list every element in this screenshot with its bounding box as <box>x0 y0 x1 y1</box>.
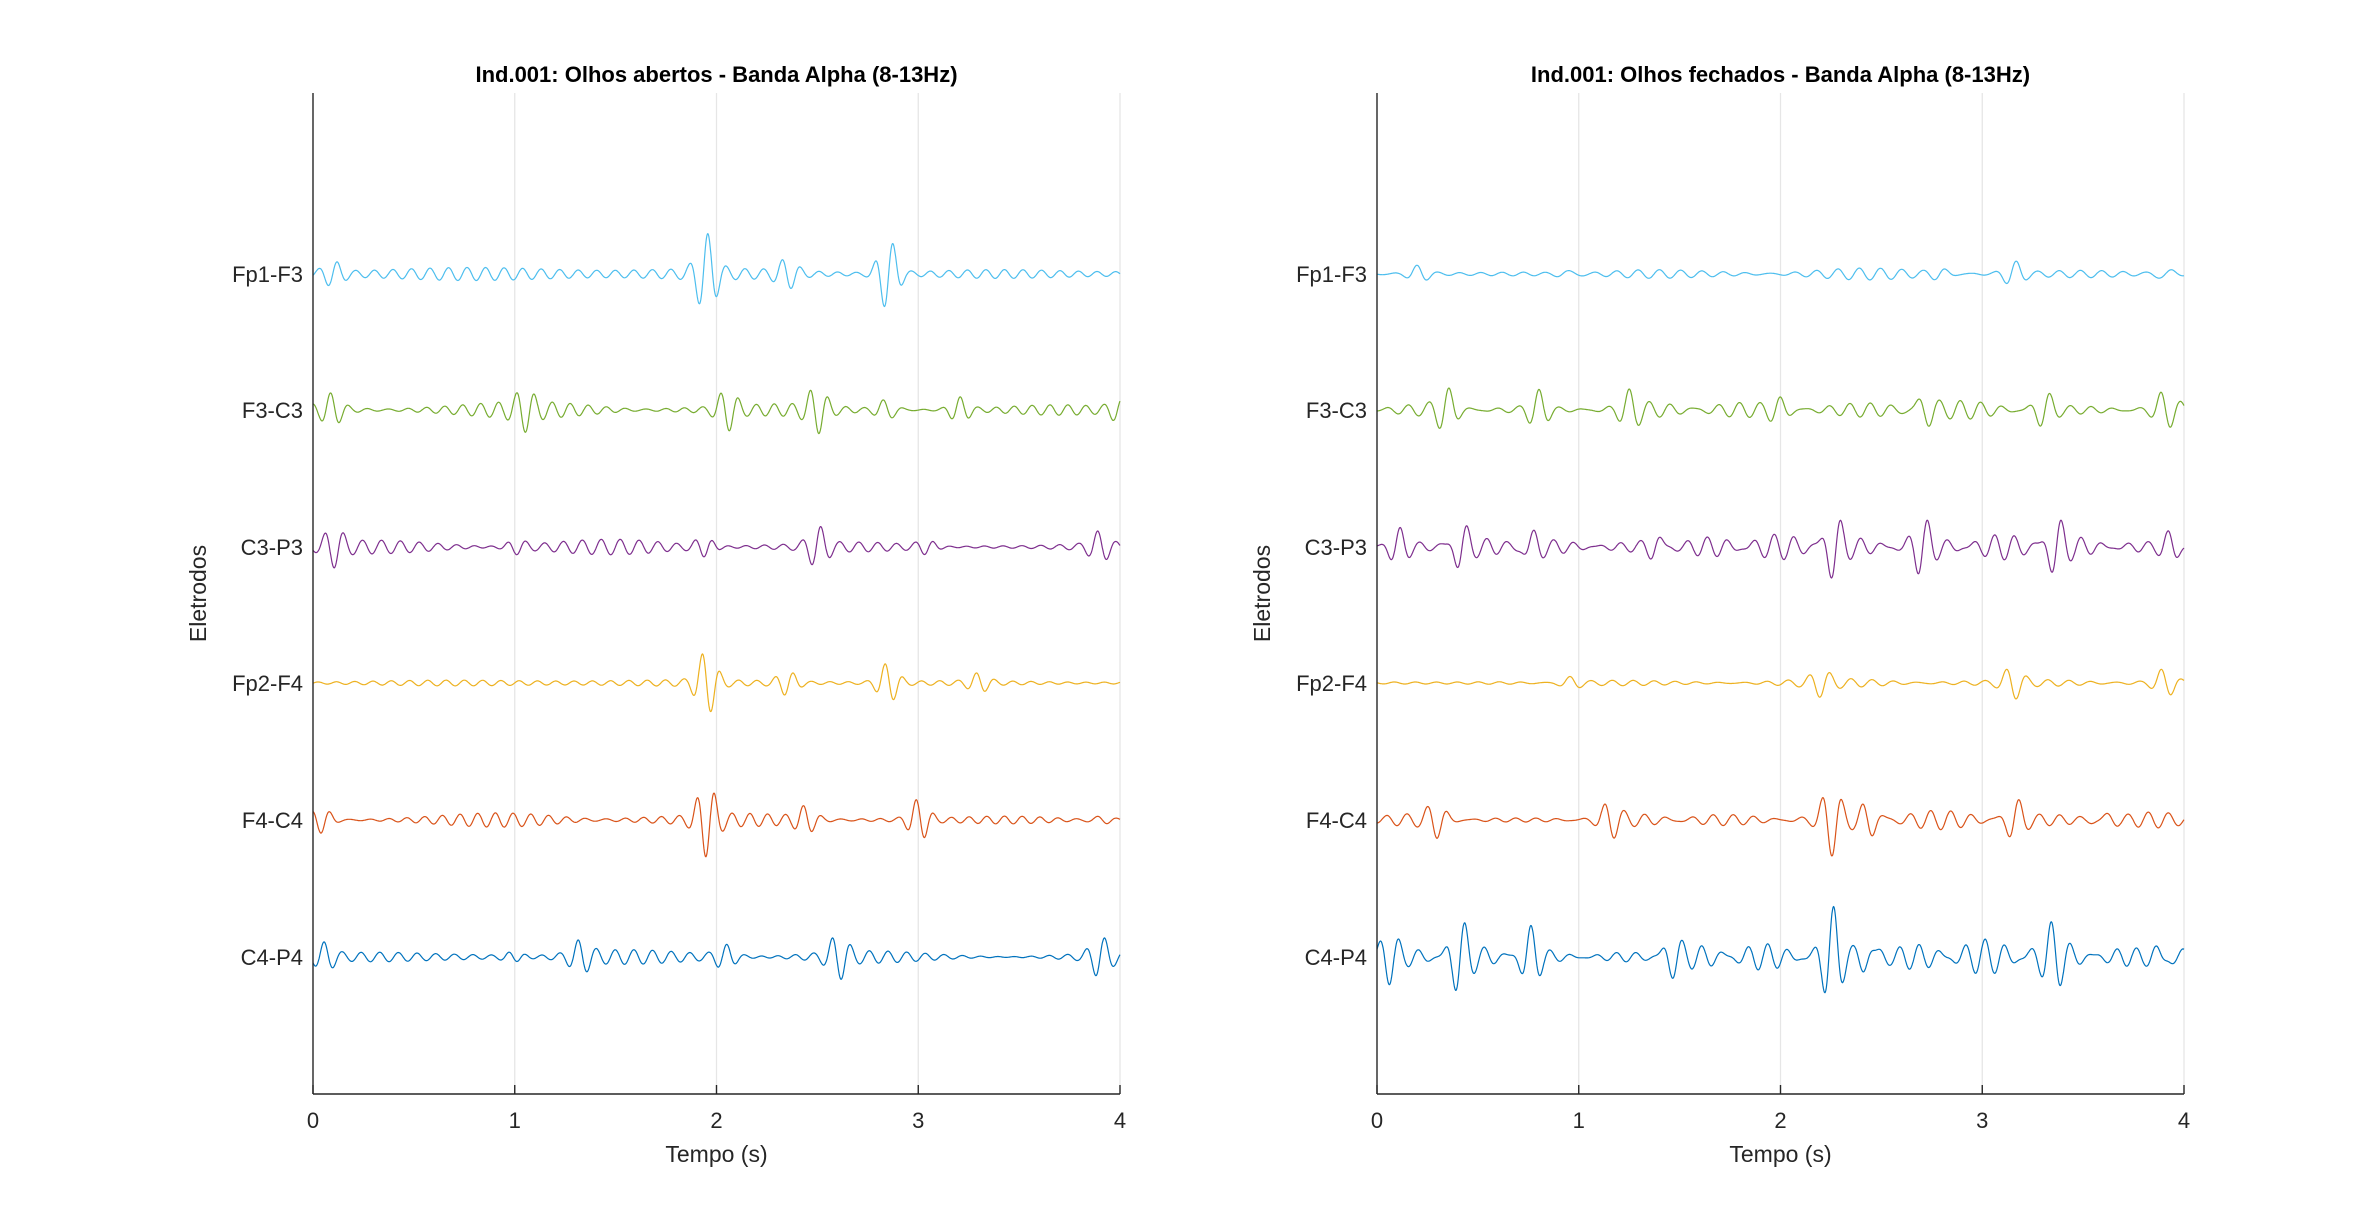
traces <box>312 233 1121 980</box>
y-tick-label: C4-P4 <box>241 945 303 970</box>
trace-fp2-f4 <box>1376 668 2185 700</box>
y-tick-label: C4-P4 <box>1305 945 1367 970</box>
trace-fp1-f3 <box>312 233 1121 308</box>
x-ticks: 0 1 2 3 4 <box>307 1085 1126 1133</box>
x-tick-label: 2 <box>1774 1108 1786 1133</box>
panel-eyes-closed: 0 1 2 3 4 Fp1-F3 F3-C3 C3-P3 Fp2-F4 F4-C4 C4-P4 I… <box>1249 62 2190 1167</box>
x-tick-label: 0 <box>307 1108 319 1133</box>
x-axis-label: Tempo (s) <box>1729 1141 1831 1167</box>
y-tick-label: Fp2-F4 <box>1296 671 1367 696</box>
y-tick-labels: Fp1-F3 F3-C3 C3-P3 Fp2-F4 F4-C4 C4-P4 <box>1296 262 1367 970</box>
y-axis-label: Eletrodos <box>185 545 211 642</box>
x-tick-label: 1 <box>509 1108 521 1133</box>
x-tick-label: 2 <box>710 1108 722 1133</box>
trace-fp1-f3 <box>1376 260 2185 285</box>
y-tick-label: F3-C3 <box>242 398 303 423</box>
y-tick-label: F4-C4 <box>1306 808 1367 833</box>
y-axis-label: Eletrodos <box>1249 545 1275 642</box>
trace-c4-p4 <box>1376 905 2185 994</box>
panel-eyes-open: 0 1 2 3 4 Fp1-F3 F3-C3 C3-P3 Fp2-F4 F4-C4 C4-P4 I… <box>185 62 1126 1167</box>
x-tick-label: 0 <box>1371 1108 1383 1133</box>
traces <box>1376 260 2185 994</box>
y-tick-label: F4-C4 <box>242 808 303 833</box>
x-tick-label: 4 <box>1114 1108 1126 1133</box>
trace-f4-c4 <box>1376 796 2185 857</box>
y-tick-label: Fp1-F3 <box>1296 262 1367 287</box>
trace-c3-p3 <box>312 525 1121 569</box>
trace-f4-c4 <box>312 792 1121 858</box>
x-axis-label: Tempo (s) <box>665 1141 767 1167</box>
x-grid <box>1578 93 2185 1094</box>
x-grid <box>514 93 1121 1094</box>
y-tick-label: Fp1-F3 <box>232 262 303 287</box>
y-tick-labels: Fp1-F3 F3-C3 C3-P3 Fp2-F4 F4-C4 C4-P4 <box>232 262 303 970</box>
x-tick-label: 3 <box>912 1108 924 1133</box>
trace-f3-c3 <box>312 389 1121 435</box>
x-tick-label: 1 <box>1573 1108 1585 1133</box>
trace-c4-p4 <box>312 937 1121 980</box>
x-tick-label: 3 <box>1976 1108 1988 1133</box>
y-tick-label: C3-P3 <box>1305 535 1367 560</box>
trace-fp2-f4 <box>312 653 1121 713</box>
trace-f3-c3 <box>1376 387 2185 429</box>
y-tick-label: C3-P3 <box>241 535 303 560</box>
x-tick-label: 4 <box>2178 1108 2190 1133</box>
y-tick-label: F3-C3 <box>1306 398 1367 423</box>
x-ticks: 0 1 2 3 4 <box>1371 1085 2190 1133</box>
chart-title: Ind.001: Olhos fechados - Banda Alpha (8… <box>1531 62 2030 87</box>
y-tick-label: Fp2-F4 <box>232 671 303 696</box>
chart-title: Ind.001: Olhos abertos - Banda Alpha (8-… <box>475 62 957 87</box>
trace-c3-p3 <box>1376 519 2185 579</box>
